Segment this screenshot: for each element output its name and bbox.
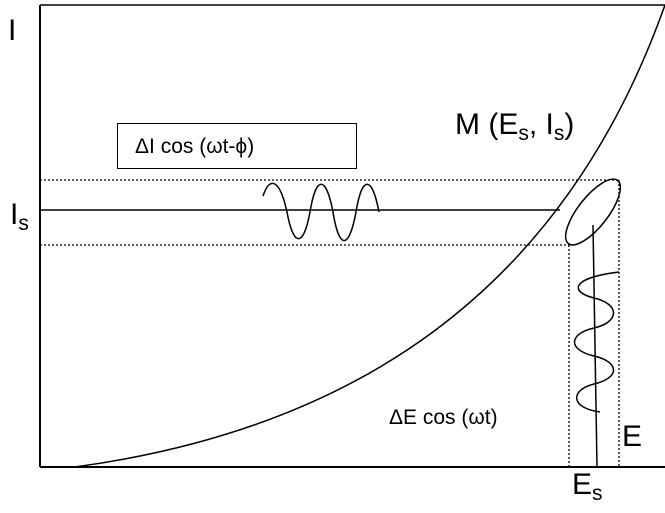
es-level-line — [592, 224, 598, 468]
delta-i-box — [117, 123, 357, 169]
y-axis-label: I — [8, 14, 17, 47]
lissajous-ellipse — [564, 178, 622, 246]
operating-point-label: M (Es, Is) — [455, 108, 575, 145]
is-label: Is — [10, 198, 29, 235]
delta-i-label: ΔI cos (ωt-ϕ) — [135, 135, 255, 158]
delta-e-label: ΔE cos (ωt) — [389, 406, 498, 429]
current-wave — [262, 182, 380, 242]
potential-wave — [573, 271, 620, 413]
e-axis-label: E — [622, 420, 643, 453]
iv-curve — [74, 4, 665, 468]
es-label: Es — [572, 468, 603, 505]
